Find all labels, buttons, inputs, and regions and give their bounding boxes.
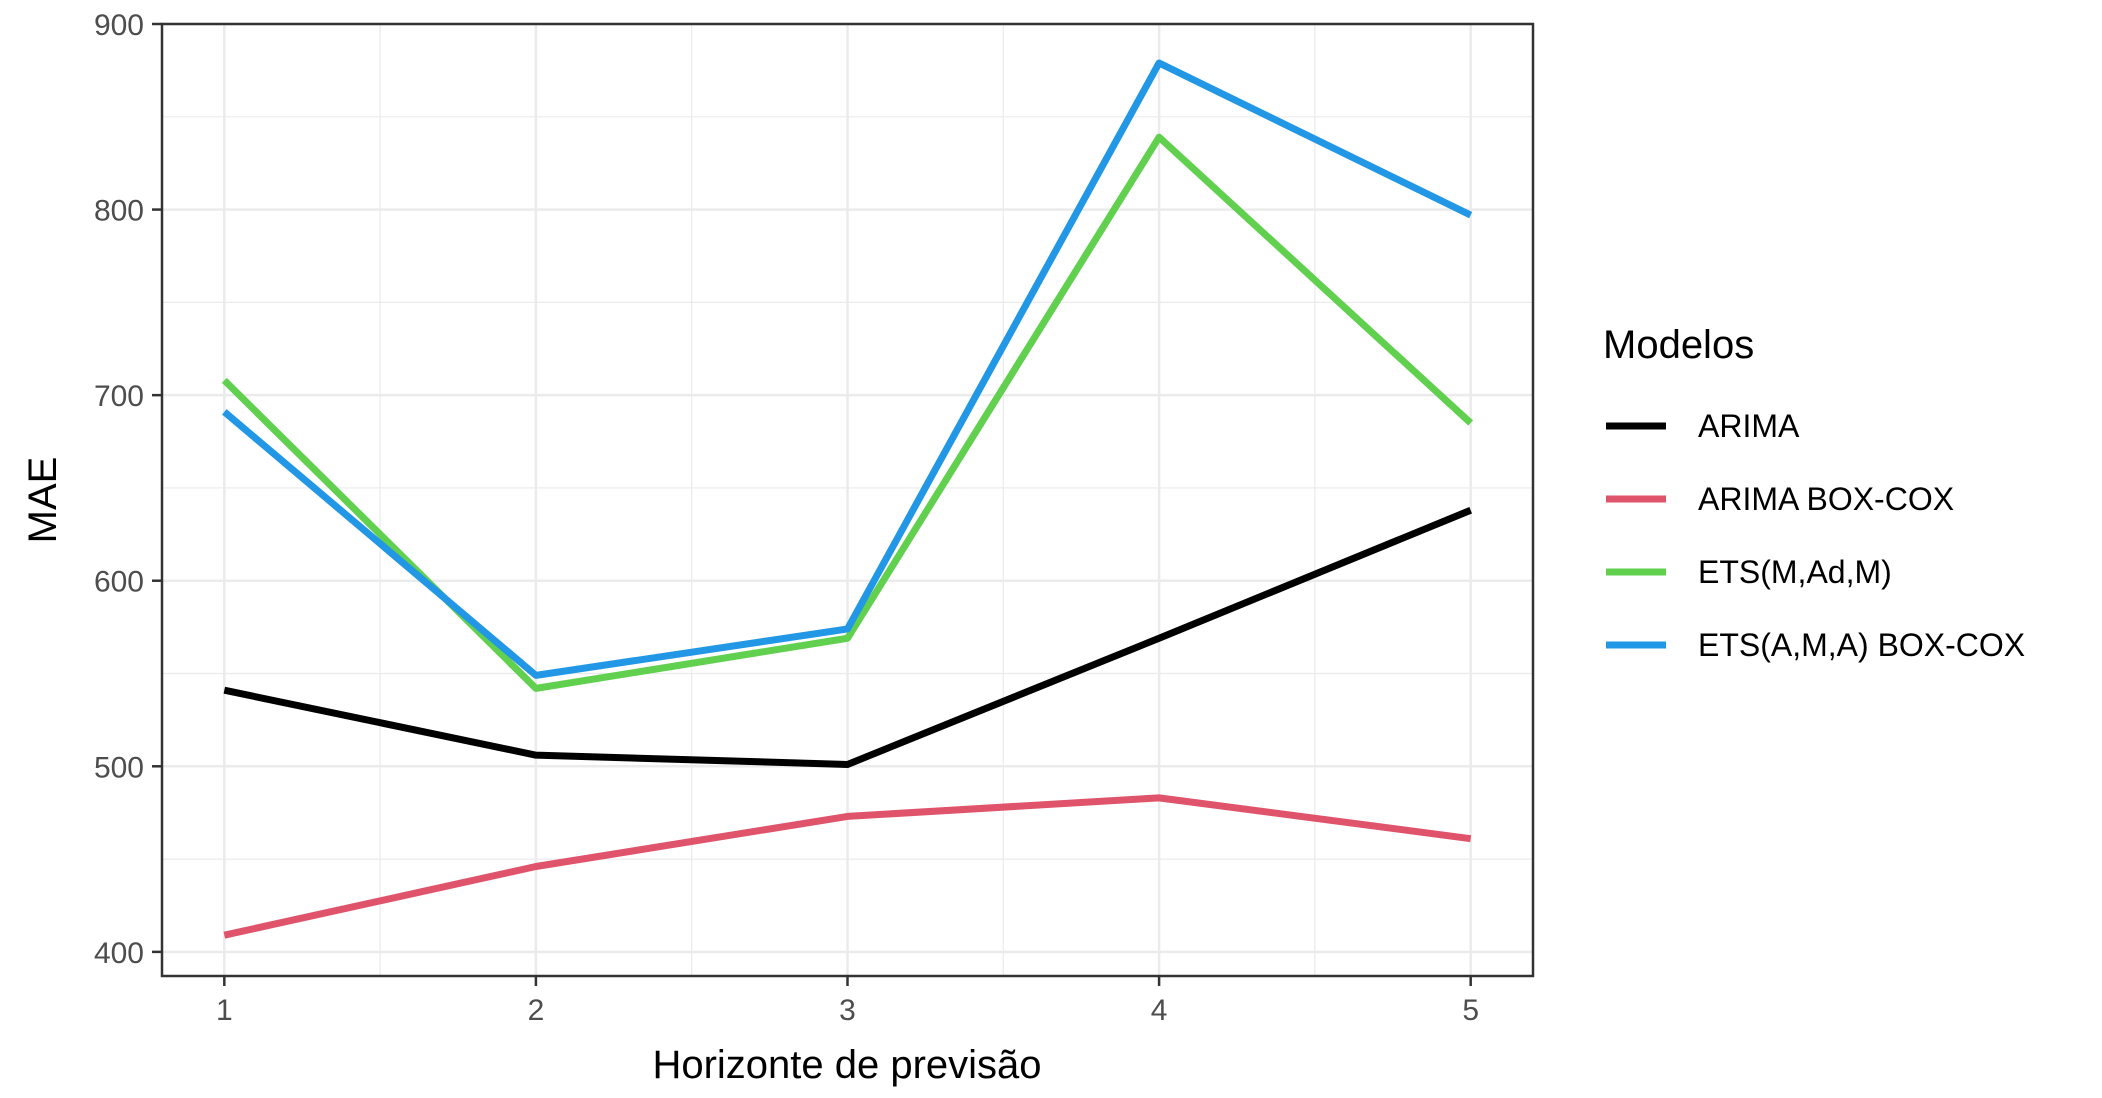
legend-label-3: ETS(A,M,A) BOX-COX [1698, 627, 2025, 663]
y-tick-label: 400 [94, 937, 144, 970]
legend-label-1: ARIMA BOX-COX [1698, 481, 1954, 517]
y-tick-label: 900 [94, 9, 144, 42]
y-tick-label: 700 [94, 380, 144, 413]
series-line-1 [223, 794, 1472, 939]
x-tick-label: 3 [839, 994, 856, 1027]
legend-label-2: ETS(M,Ad,M) [1698, 554, 1892, 590]
series-line-0 [223, 506, 1473, 768]
x-tick-label: 2 [528, 994, 545, 1027]
y-axis: 400 500 600 700 800 900 [94, 9, 162, 970]
legend: Modelos ARIMA ARIMA BOX-COX ETS(M,Ad,M) ETS… [1603, 323, 2025, 663]
x-tick-label: 1 [216, 994, 233, 1027]
legend-title: Modelos [1603, 323, 1754, 367]
x-axis-title: Horizonte de previsão [652, 1043, 1041, 1087]
x-tick-label: 5 [1462, 994, 1479, 1027]
y-tick-label: 600 [94, 566, 144, 599]
x-axis: 1 2 3 4 5 [216, 976, 1479, 1027]
series-line-3 [222, 59, 1473, 679]
legend-label-0: ARIMA [1698, 408, 1800, 444]
y-tick-label: 800 [94, 195, 144, 228]
y-tick-label: 500 [94, 751, 144, 784]
x-tick-label: 4 [1151, 994, 1168, 1027]
y-axis-title: MAE [21, 457, 65, 544]
series-lines [221, 59, 1474, 939]
